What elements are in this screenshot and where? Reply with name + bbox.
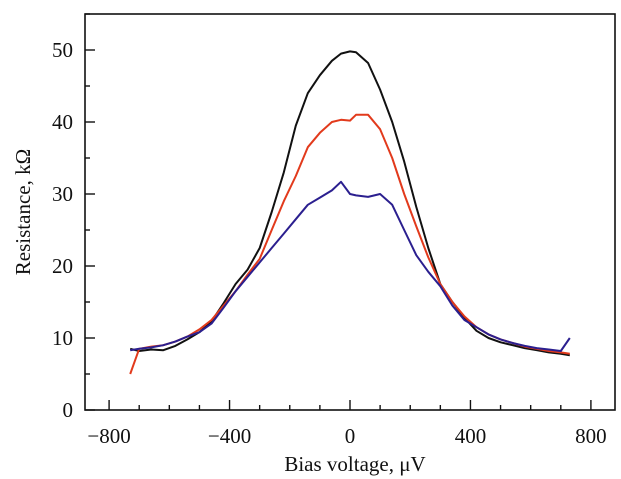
- y-tick-label: 50: [52, 38, 73, 62]
- ticks: −800 −400 0 400 800 0 10 20 30 40 50: [52, 14, 607, 448]
- y-axis-title: Resistance, kΩ: [11, 149, 35, 275]
- x-tick-label: 800: [575, 424, 607, 448]
- series-line-1: [130, 51, 570, 355]
- series-line-3: [130, 182, 570, 351]
- y-tick-label: 40: [52, 110, 73, 134]
- y-tick-label: 30: [52, 182, 73, 206]
- x-tick-label: 400: [455, 424, 487, 448]
- plot-lines: [130, 51, 570, 374]
- x-tick-label: −400: [208, 424, 251, 448]
- x-axis-title: Bias voltage, μV: [284, 452, 425, 476]
- x-tick-label: 0: [345, 424, 356, 448]
- y-tick-label: 20: [52, 254, 73, 278]
- x-tick-label: −800: [87, 424, 130, 448]
- y-tick-label: 0: [63, 398, 74, 422]
- y-tick-label: 10: [52, 326, 73, 350]
